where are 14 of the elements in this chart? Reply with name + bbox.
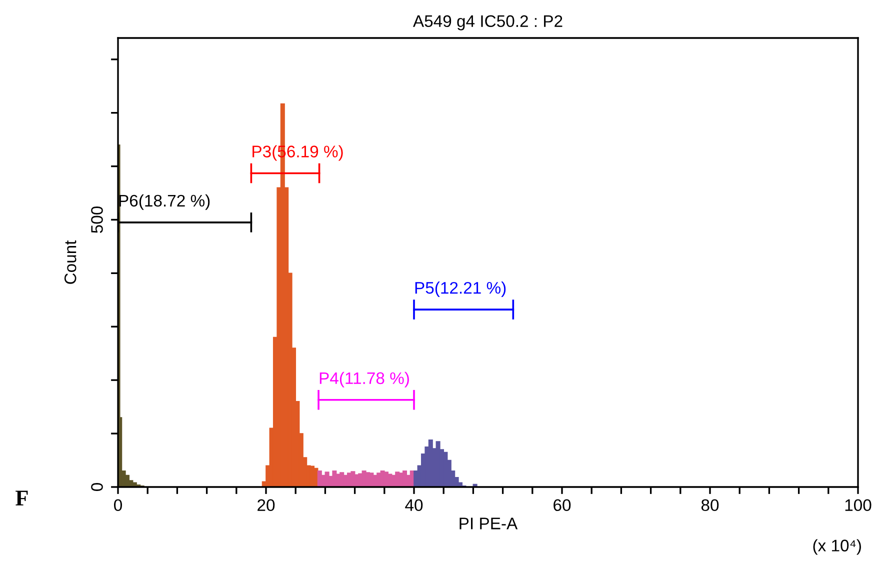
y-axis-title: Count [64, 240, 76, 284]
y-tick-label: 500 [91, 206, 103, 233]
x-tick-label: 40 [405, 499, 423, 512]
text: F [16, 490, 28, 506]
chart-title: A549 g4 IC50.2 : P2 [412, 15, 562, 30]
x-axis-title: PI PE-A [460, 518, 518, 530]
series-label: P4(11.78 %) [320, 372, 409, 388]
x-tick-label: 80 [701, 499, 719, 512]
x-tick-label: 60 [554, 499, 571, 512]
series-label: P5(12.21 %) [415, 282, 506, 298]
text: (x 10⁴) [813, 539, 861, 555]
x-tick-label: 20 [258, 499, 275, 512]
x-tick-label: 100 [845, 499, 872, 512]
x-tick-label: 0 [114, 499, 122, 512]
